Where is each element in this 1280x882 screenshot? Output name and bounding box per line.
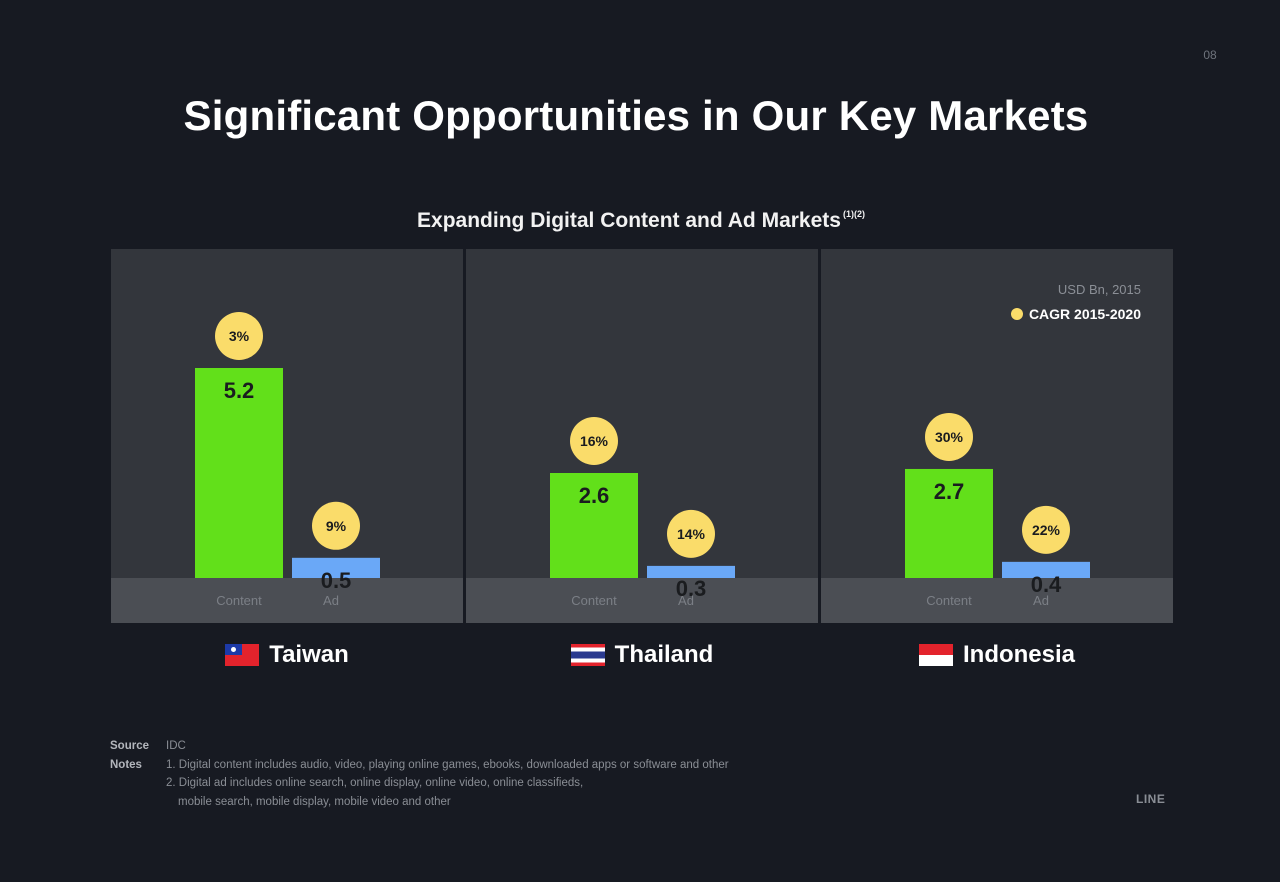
cagr-bubble — [1022, 505, 1070, 554]
source-label: Source — [110, 740, 149, 752]
notes-list: 1. Digital content includes audio, video… — [166, 756, 729, 812]
bar-content-indonesia — [905, 468, 993, 578]
note-line: 2. Digital ad includes online search, on… — [166, 777, 584, 789]
thailand-flag-icon — [570, 644, 605, 666]
page-title: Significant Opportunities in Our Key Mar… — [183, 92, 1089, 139]
x-tick-label: Content — [926, 593, 972, 608]
cagr-bubble — [215, 312, 263, 360]
brand-logo: LINE — [1136, 792, 1166, 806]
chart-title-text: Expanding Digital Content and Ad Markets — [417, 209, 841, 232]
cagr-label: 14% — [677, 526, 706, 542]
x-tick-label: Ad — [323, 593, 339, 608]
chart-svg-thailand: 2.6 16% Content 0.3 14% Ad — [466, 417, 818, 623]
x-tick-label: Content — [571, 593, 617, 608]
taiwan-flag-icon — [225, 644, 260, 666]
footnotes: Source IDC Notes 1. Digital content incl… — [110, 737, 729, 811]
x-axis-strip — [821, 578, 1173, 623]
bar-value-label: 2.7 — [934, 479, 965, 504]
note-line: 1. Digital content includes audio, video… — [166, 758, 729, 771]
chart-panel-indonesia: 2.7 30% Content 0.4 22% Ad USD Bn, 2015 CAGR … — [821, 249, 1173, 623]
bar-ad-thailand — [647, 565, 735, 578]
cagr-label: 22% — [1032, 522, 1061, 538]
notes-row: Notes 1. Digital content includes audio,… — [110, 756, 729, 812]
chart-panel-taiwan: 5.2 3% Content 0.5 9% Ad — [111, 249, 463, 623]
x-axis-strip — [111, 578, 463, 623]
bar-value-label: 2.6 — [579, 483, 610, 508]
bar-value-label: 0.5 — [321, 568, 352, 593]
legend-dot-icon — [1010, 308, 1023, 320]
cagr-bubble — [667, 509, 715, 558]
bar-content-thailand — [550, 473, 638, 578]
country-name: Thailand — [614, 641, 714, 668]
country-name: Indonesia — [962, 641, 1076, 668]
unit-label: USD Bn, 2015 — [1057, 282, 1141, 297]
chart-title: Expanding Digital Content and Ad Markets… — [0, 209, 1280, 233]
legend-label: CAGR 2015-2020 — [1028, 306, 1141, 322]
legend: CAGR 2015-2020 — [1010, 306, 1141, 322]
country-name: Taiwan — [269, 641, 349, 668]
chart-panel-thailand: 2.6 16% Content 0.3 14% Ad — [466, 249, 818, 623]
cagr-label: 30% — [935, 429, 964, 445]
bar-value-label: 5.2 — [224, 378, 255, 403]
country-label-taiwan: Taiwan — [111, 641, 463, 669]
x-axis-strip — [466, 578, 818, 623]
bar-ad-indonesia — [1002, 561, 1090, 578]
chart-svg-taiwan: 5.2 3% Content 0.5 9% Ad — [111, 312, 463, 623]
chart-svg-indonesia: 2.7 30% Content 0.4 22% Ad — [821, 412, 1173, 623]
country-label-indonesia: Indonesia — [821, 641, 1173, 669]
x-tick-label: Content — [216, 593, 262, 608]
cagr-bubble — [312, 501, 360, 550]
page-number: 08 — [1203, 48, 1217, 62]
x-tick-label: Ad — [1033, 593, 1049, 608]
cagr-bubble — [570, 417, 618, 465]
source-row: Source IDC — [110, 737, 729, 756]
source-value: IDC — [166, 740, 186, 752]
bar-ad-taiwan — [292, 557, 380, 578]
bar-value-label: 0.3 — [676, 576, 707, 601]
country-label-thailand: Thailand — [466, 641, 818, 669]
note-line: mobile search, mobile display, mobile vi… — [178, 795, 451, 808]
x-tick-label: Ad — [678, 593, 694, 608]
cagr-label: 3% — [229, 328, 250, 344]
cagr-label: 9% — [326, 518, 347, 534]
bar-content-taiwan — [195, 368, 283, 578]
notes-label: Notes — [110, 758, 142, 771]
chart-title-footnote-ref: (1)(2) — [842, 209, 865, 219]
bar-value-label: 0.4 — [1031, 572, 1062, 597]
cagr-bubble — [925, 412, 973, 461]
indonesia-flag-icon — [918, 644, 953, 666]
cagr-label: 16% — [580, 433, 609, 449]
